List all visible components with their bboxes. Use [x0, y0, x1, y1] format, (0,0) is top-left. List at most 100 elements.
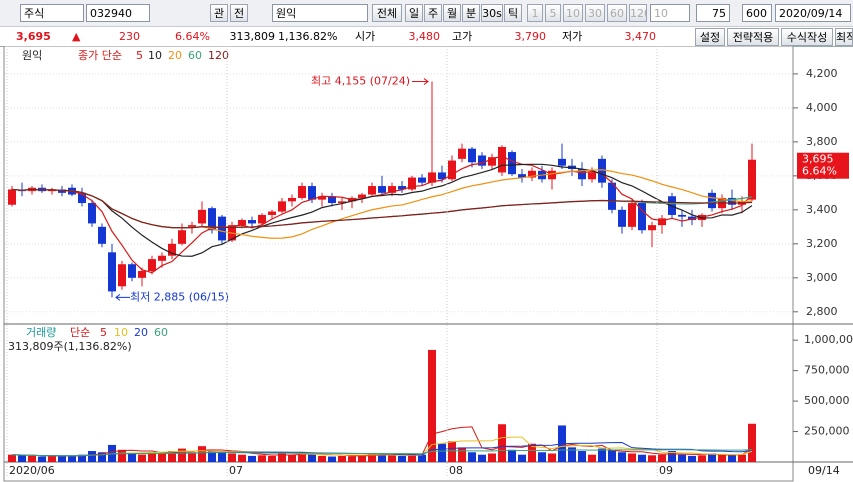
toolbar: 주식 032940 관 전 원익 전체 일 주 월 분 30s 틱 1 5 10… [0, 0, 853, 27]
candle-body [398, 186, 406, 190]
button[interactable]: 최적 [835, 28, 853, 46]
button[interactable]: 전체 [372, 4, 402, 22]
candle-body [488, 157, 496, 166]
volume-bar [58, 456, 66, 462]
max-input[interactable]: 600 [742, 4, 772, 22]
volume-bar [748, 423, 756, 462]
volume-bar [628, 453, 636, 462]
button[interactable]: 수식작성 [781, 28, 833, 46]
minute-button[interactable]: 5 [545, 4, 561, 22]
volume-bar [208, 451, 216, 462]
period-button[interactable]: 주 [424, 4, 442, 22]
y-tick-label: 4,200 [806, 67, 838, 80]
minute-button[interactable]: 120 [629, 4, 647, 22]
y-tick-label: 4,000 [806, 101, 838, 114]
button[interactable]: 전 [230, 4, 248, 22]
name-input[interactable]: 원익 [272, 4, 368, 22]
volume-bar [88, 451, 96, 462]
legend-ma-label: 종가 단순 [78, 49, 122, 62]
volume-bar [128, 453, 136, 462]
candle-body [248, 220, 256, 224]
volume-bar [668, 451, 676, 462]
minute-button[interactable]: 10 [563, 4, 583, 22]
x-last-label: 09/14 [808, 464, 840, 477]
candle-body [8, 189, 16, 205]
button[interactable]: 관 [210, 4, 228, 22]
x-tick-label: 08 [449, 464, 463, 477]
candle-body [668, 196, 676, 215]
volume-bar [368, 453, 376, 462]
moving-average-line [11, 155, 753, 274]
volume-bar [218, 451, 226, 462]
minute-button[interactable]: 60 [607, 4, 627, 22]
volume-bar [478, 454, 486, 462]
candle-body [298, 186, 306, 198]
candle-body [628, 203, 636, 227]
unit-input[interactable]: 10 [650, 4, 690, 22]
candle-body [468, 148, 476, 163]
candle-body [258, 214, 266, 224]
volume-bar [288, 454, 296, 462]
volume-bar [398, 455, 406, 462]
change: 230 [119, 30, 140, 43]
candle-body [528, 170, 536, 178]
volume-bar [488, 453, 496, 462]
button[interactable]: 전략적용 [727, 28, 779, 46]
candle-body [428, 172, 436, 183]
legend-ma-period: 60 [188, 49, 202, 62]
rate: 6.64% [175, 30, 210, 43]
volume-bar [278, 453, 286, 462]
candle-body [708, 192, 716, 209]
volume-bar [438, 443, 446, 462]
minute-button[interactable]: 1 [527, 4, 543, 22]
candle-body [208, 208, 216, 231]
candle-body [378, 186, 386, 193]
candle-body [338, 201, 346, 204]
y-tick-label: 500,000 [804, 394, 850, 407]
volume-bar [168, 451, 176, 462]
annotation: 최고 4,155 (07/24) [311, 75, 410, 88]
legend-name: 거래량 [26, 326, 56, 339]
candle-body [678, 214, 686, 217]
period-button[interactable]: 30s [481, 4, 503, 22]
volume-bar [648, 455, 656, 462]
date-input[interactable]: 2020/09/14 [775, 4, 851, 22]
volume-bar [408, 454, 416, 462]
candle-body [158, 255, 166, 261]
volume-bar [78, 454, 86, 462]
candle-body [118, 264, 126, 287]
y-tick-label: 2,800 [806, 305, 838, 318]
period-button[interactable]: 분 [462, 4, 480, 22]
period-button[interactable]: 월 [443, 4, 461, 22]
button[interactable]: 설정 [695, 28, 725, 46]
volume-bar [458, 447, 466, 462]
candle-body [268, 211, 276, 215]
chart: 2,8003,0003,2003,4003,6003,8004,0004,200… [3, 46, 853, 482]
y-tick-label: 750,000 [804, 364, 850, 377]
volume-bar [448, 441, 456, 462]
volume-bar [728, 455, 736, 462]
volume-bar [178, 448, 186, 462]
minute-button[interactable]: 30 [585, 4, 605, 22]
y-tick-label: 3,200 [806, 237, 838, 250]
moving-average-line [11, 188, 753, 229]
period-button[interactable]: 일 [405, 4, 423, 22]
y-tick-label: 3,800 [806, 135, 838, 148]
y-tick-label: 1,000,000 [804, 333, 853, 346]
volume-bar [538, 452, 546, 462]
volume-bar [188, 452, 196, 462]
moving-average-line [11, 449, 753, 457]
volume-bar [428, 349, 436, 462]
legend-ma-label: 단순 [70, 326, 90, 339]
volume-bar [258, 455, 266, 462]
count-input[interactable]: 75 [696, 4, 730, 22]
volume-bar [308, 454, 316, 462]
label: 저가 [562, 30, 583, 43]
quote-bar: 3,695 ▲ 230 6.64% 313,809 1,136.82% 시가 3… [0, 27, 853, 47]
period-button[interactable]: 틱 [504, 4, 522, 22]
code-input[interactable]: 032940 [86, 4, 150, 22]
candle-body [448, 160, 456, 180]
candle-body [638, 203, 646, 231]
candle-body [558, 158, 566, 166]
market-select[interactable]: 주식 [20, 4, 84, 22]
